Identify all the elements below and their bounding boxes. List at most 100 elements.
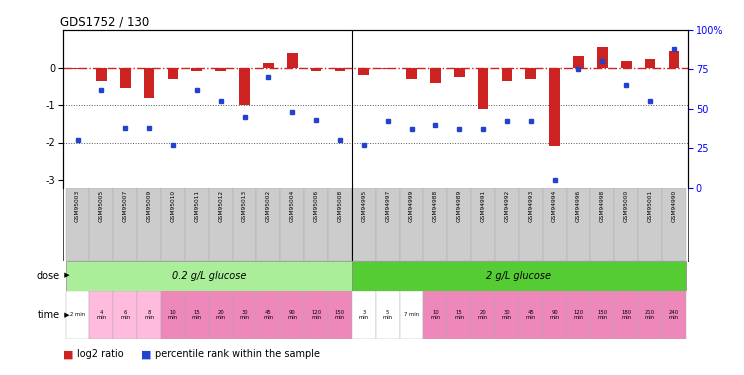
Bar	[191, 68, 202, 71]
Text: 7 min: 7 min	[404, 312, 419, 318]
Text: ▶: ▶	[62, 273, 69, 279]
Bar	[304, 291, 328, 339]
Bar	[376, 291, 400, 339]
Bar	[549, 68, 560, 146]
Text: 2 g/L glucose: 2 g/L glucose	[487, 271, 551, 280]
Text: GSM95001: GSM95001	[647, 190, 652, 222]
Bar	[382, 68, 393, 69]
Text: 120
min: 120 min	[574, 310, 583, 320]
Text: GSM95011: GSM95011	[194, 190, 199, 222]
Bar	[495, 188, 519, 261]
Bar	[113, 188, 137, 261]
Bar	[400, 291, 423, 339]
Text: 3
min: 3 min	[359, 310, 369, 320]
Text: time: time	[37, 310, 60, 320]
Bar	[447, 291, 471, 339]
Text: GSM95004: GSM95004	[289, 190, 295, 222]
Bar	[215, 68, 226, 70]
Text: dose: dose	[36, 271, 60, 280]
Bar	[352, 291, 376, 339]
Text: GSM95009: GSM95009	[147, 190, 152, 222]
Bar	[335, 68, 345, 71]
Text: 5
min: 5 min	[382, 310, 393, 320]
Bar	[257, 188, 280, 261]
Text: 210
min: 210 min	[645, 310, 655, 320]
Text: GSM95006: GSM95006	[313, 190, 318, 222]
Text: ▶: ▶	[62, 312, 69, 318]
Text: GSM95000: GSM95000	[623, 190, 629, 222]
Bar	[669, 51, 679, 68]
Text: GSM94992: GSM94992	[504, 190, 510, 222]
Bar	[638, 188, 662, 261]
Text: 10
min: 10 min	[168, 310, 178, 320]
Text: ■: ■	[63, 350, 77, 359]
Bar	[591, 188, 615, 261]
Text: 240
min: 240 min	[669, 310, 679, 320]
Bar	[185, 188, 209, 261]
Bar	[662, 291, 686, 339]
Bar	[566, 291, 591, 339]
Bar	[120, 68, 131, 88]
Bar	[519, 188, 542, 261]
Text: GSM94990: GSM94990	[671, 190, 676, 222]
Bar	[185, 291, 209, 339]
Bar	[89, 188, 113, 261]
Bar	[167, 68, 179, 79]
Text: GSM94995: GSM94995	[362, 190, 366, 222]
Bar	[144, 68, 155, 98]
Text: GSM95008: GSM95008	[338, 190, 342, 222]
Text: GSM94988: GSM94988	[433, 190, 438, 222]
Bar	[257, 291, 280, 339]
Text: 45
min: 45 min	[526, 310, 536, 320]
Bar	[263, 63, 274, 68]
Bar	[65, 188, 89, 261]
Text: 20
min: 20 min	[478, 310, 488, 320]
Text: 15
min: 15 min	[454, 310, 464, 320]
Bar	[471, 291, 495, 339]
Bar	[406, 68, 417, 79]
Text: GSM94999: GSM94999	[409, 190, 414, 222]
Bar	[542, 188, 566, 261]
Text: GSM95003: GSM95003	[75, 190, 80, 222]
Bar	[376, 188, 400, 261]
Bar	[495, 291, 519, 339]
Bar	[280, 188, 304, 261]
Bar	[65, 291, 89, 339]
Bar	[209, 291, 233, 339]
Bar	[137, 291, 161, 339]
Bar	[287, 53, 298, 68]
Text: GSM94993: GSM94993	[528, 190, 533, 222]
Text: 10
min: 10 min	[430, 310, 440, 320]
Text: 2 min: 2 min	[70, 312, 85, 318]
Bar	[209, 188, 233, 261]
Bar	[280, 291, 304, 339]
Bar	[161, 291, 185, 339]
Text: 45
min: 45 min	[263, 310, 274, 320]
Bar	[233, 291, 257, 339]
Bar	[542, 291, 566, 339]
Text: GSM94997: GSM94997	[385, 190, 390, 222]
Text: 8
min: 8 min	[144, 310, 154, 320]
Text: GSM94989: GSM94989	[457, 190, 462, 222]
Text: GSM94991: GSM94991	[481, 190, 486, 222]
Bar	[400, 188, 423, 261]
Bar	[96, 68, 107, 81]
Text: 30
min: 30 min	[502, 310, 512, 320]
Bar	[65, 261, 352, 291]
Text: log2 ratio: log2 ratio	[77, 350, 124, 359]
Text: 30
min: 30 min	[240, 310, 249, 320]
Text: GSM95012: GSM95012	[218, 190, 223, 222]
Bar	[597, 47, 608, 68]
Bar	[519, 291, 542, 339]
Bar	[72, 68, 83, 69]
Text: GSM94994: GSM94994	[552, 190, 557, 222]
Bar	[430, 68, 440, 82]
Text: 150
min: 150 min	[335, 310, 345, 320]
Bar	[328, 188, 352, 261]
Bar	[352, 261, 686, 291]
Bar	[662, 188, 686, 261]
Bar	[620, 61, 632, 68]
Bar	[89, 291, 113, 339]
Bar	[615, 188, 638, 261]
Text: 90
min: 90 min	[287, 310, 298, 320]
